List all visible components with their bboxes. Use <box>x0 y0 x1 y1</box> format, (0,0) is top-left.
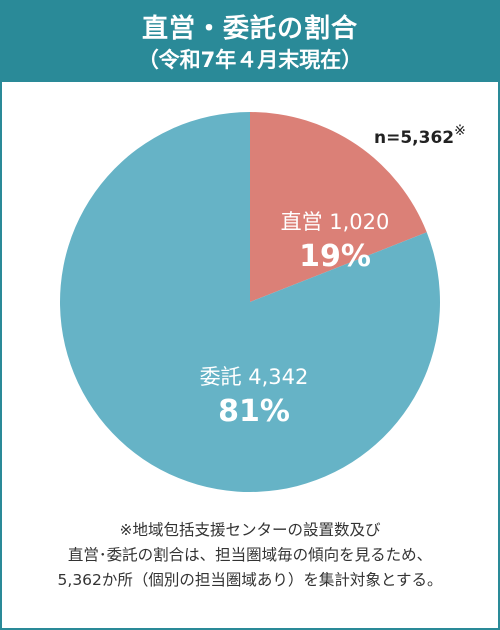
pie-chart: 直営 1,020 19% 委託 4,342 81% <box>60 112 441 492</box>
sample-size-text: n=5,362 <box>374 128 455 148</box>
chart-title: 直営・委託の割合 <box>141 14 358 44</box>
sample-size-label: n=5,362※ <box>374 123 466 148</box>
slice-percent-direct: 19% <box>299 239 371 274</box>
slice-label-contract: 委託 4,342 <box>200 365 309 389</box>
footnote: ※地域包括支援センターの設置数及び 直営･委託の割合は、担当圏域毎の傾向を見るた… <box>2 518 498 593</box>
footnote-mark: ※ <box>454 123 466 139</box>
pie-slice-direct <box>250 112 427 302</box>
chart-subtitle: （令和7年４月末現在） <box>137 48 363 72</box>
footnote-line-1: ※地域包括支援センターの設置数及び <box>119 521 381 539</box>
slice-percent-contract: 81% <box>218 394 290 429</box>
footnote-line-2: 直営･委託の割合は、担当圏域毎の傾向を見るため、 <box>67 546 433 564</box>
pie-slice-contract <box>60 112 441 492</box>
header: 直営・委託の割合 （令和7年４月末現在） <box>2 2 498 82</box>
footnote-line-3: 5,362か所（個別の担当圏域あり）を集計対象とする。 <box>57 571 443 589</box>
slice-label-direct: 直営 1,020 <box>281 210 390 234</box>
